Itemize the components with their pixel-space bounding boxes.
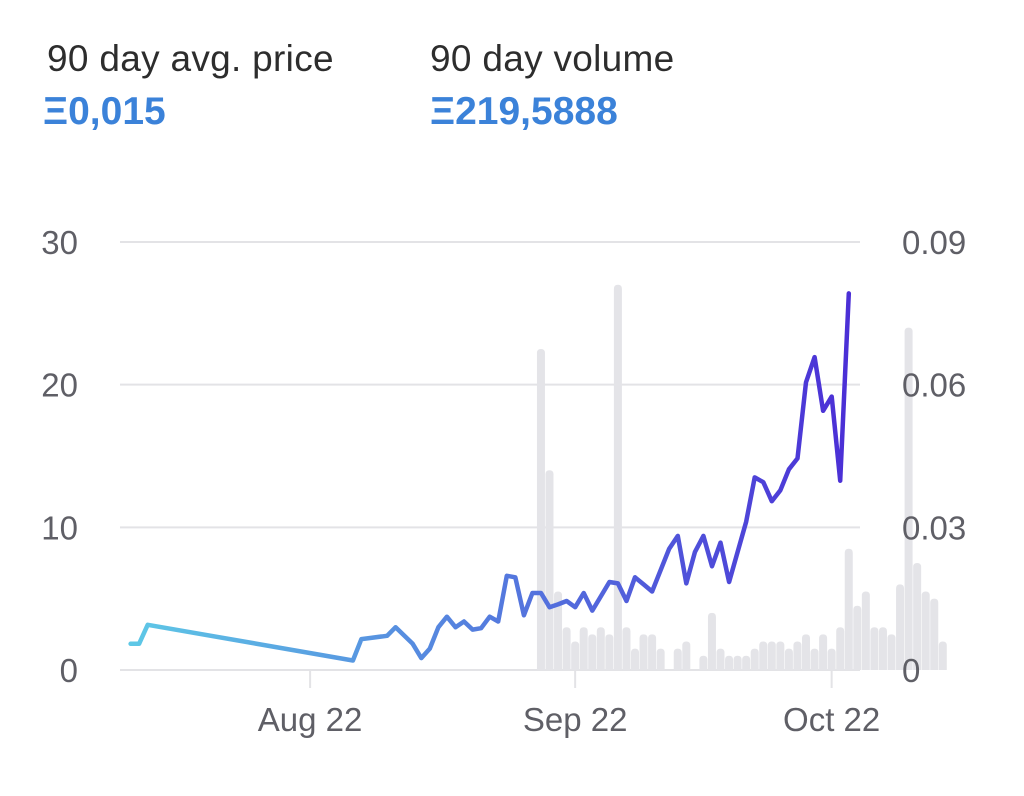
volume-bar [802, 634, 810, 670]
right-axis-ticks: 0 0.03 0.06 0.09 [902, 224, 966, 689]
volume-bar [656, 648, 665, 670]
volume-bar [648, 634, 657, 670]
volume-bar [904, 327, 913, 670]
right-tick-label: 0.09 [902, 224, 966, 261]
left-tick-label: 0 [60, 652, 78, 689]
volume-bar [588, 634, 597, 670]
volume-bar [699, 655, 708, 670]
volume-bar [853, 605, 862, 670]
price-line-layer [128, 291, 852, 663]
price-line [128, 291, 852, 663]
volume-bar [921, 591, 930, 670]
volume-label: 90 day volume [430, 38, 675, 79]
left-tick-label: 30 [41, 224, 78, 261]
volume-bar [725, 655, 734, 670]
avg-price-stat: 90 day avg. price Ξ0,015 [43, 38, 334, 134]
volume-bar [716, 648, 725, 670]
avg-price-value: Ξ0,015 [43, 90, 166, 133]
right-tick-label: 0.03 [902, 509, 966, 546]
volume-bar [622, 627, 631, 670]
volume-bar [605, 634, 614, 670]
avg-price-label: 90 day avg. price [47, 38, 334, 79]
right-tick-label: 0 [902, 652, 920, 689]
volume-bar [750, 648, 759, 670]
x-tick-label: Sep 22 [523, 701, 628, 738]
grid-lines [120, 241, 860, 671]
volume-bar [870, 627, 879, 670]
volume-bar [707, 612, 716, 670]
volume-bar [827, 648, 836, 670]
volume-bar [810, 648, 819, 670]
volume-bar [844, 548, 853, 670]
volume-bar [682, 641, 691, 670]
volume-bar [579, 627, 588, 670]
volume-bars [536, 284, 947, 670]
volume-bar [596, 627, 605, 670]
volume-bar [938, 641, 947, 670]
volume-bar [878, 627, 887, 670]
x-tick-label: Oct 22 [783, 701, 880, 738]
x-tick-label: Aug 22 [258, 701, 363, 738]
x-axis-ticks: Aug 22 Sep 22 Oct 22 [258, 670, 880, 738]
volume-bar [930, 598, 939, 670]
volume-bar [896, 584, 905, 670]
volume-bar [673, 648, 682, 670]
left-tick-label: 20 [41, 367, 78, 404]
volume-bar [631, 648, 639, 670]
volume-value: Ξ219,5888 [430, 90, 618, 133]
volume-bar [861, 591, 870, 670]
left-axis-ticks: 0 10 20 30 [41, 224, 78, 689]
volume-bar [836, 627, 845, 670]
volume-bar [776, 641, 785, 670]
volume-bar [793, 641, 802, 670]
volume-bar [571, 641, 580, 670]
volume-bar [562, 627, 571, 670]
volume-bar [536, 349, 545, 670]
volume-bar [639, 634, 648, 670]
volume-stat: 90 day volume Ξ219,5888 [430, 38, 675, 134]
right-tick-label: 0.06 [902, 367, 966, 404]
volume-bar [819, 634, 828, 670]
volume-bar [742, 655, 751, 670]
volume-bar [554, 591, 563, 670]
left-tick-label: 10 [41, 509, 78, 546]
volume-bar [767, 641, 776, 670]
volume-bar [913, 563, 922, 670]
volume-bar [545, 470, 554, 670]
volume-bar [613, 284, 622, 670]
volume-bar [887, 634, 896, 670]
volume-bar [784, 648, 793, 670]
volume-bar [733, 655, 742, 670]
volume-bar [759, 641, 768, 670]
